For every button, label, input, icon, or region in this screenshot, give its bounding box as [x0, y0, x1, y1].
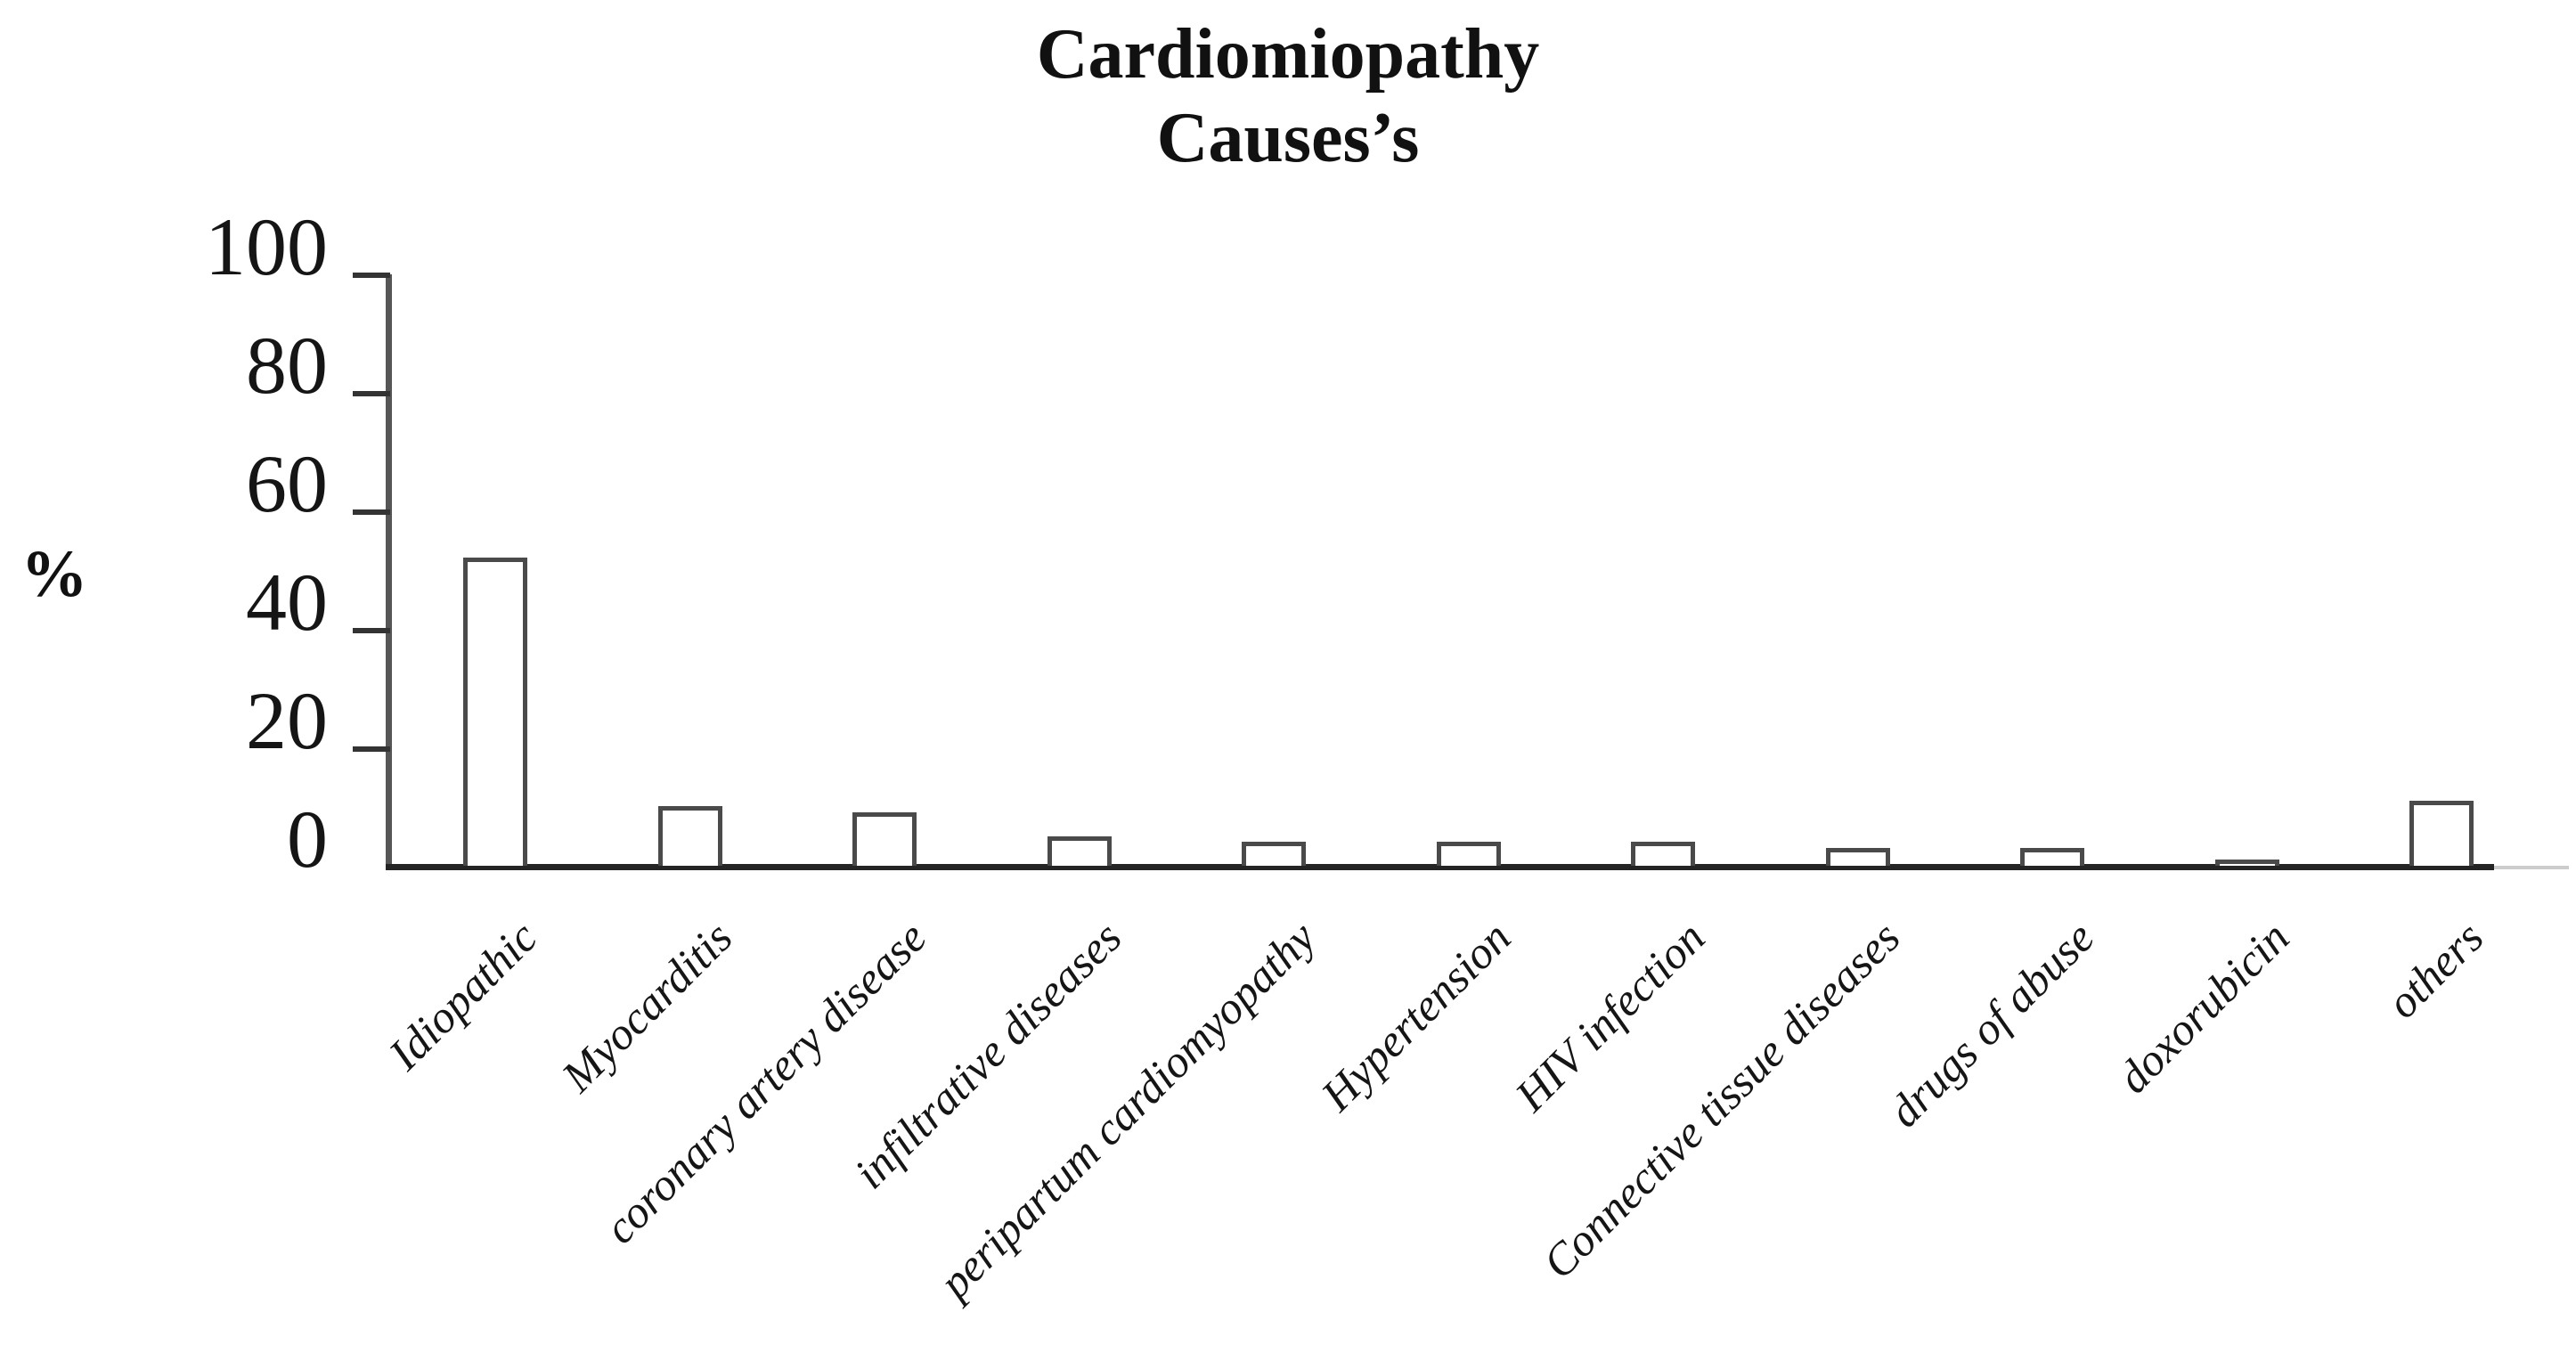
bar-connective-tissue-diseases — [1826, 848, 1890, 866]
x-category-label: Idiopathic — [379, 912, 548, 1080]
bar-coronary-artery-disease — [852, 812, 917, 866]
x-category-label: Myocarditis — [552, 912, 743, 1103]
y-tick-40 — [353, 628, 390, 633]
y-tick-label-0: 0 — [287, 794, 328, 884]
y-tick-label-80: 80 — [246, 320, 328, 411]
chart-title-line: Cardiomiopathy — [1036, 15, 1540, 94]
chart-title: Cardiomiopathy Causes’s — [0, 12, 2576, 180]
y-tick-60 — [353, 509, 390, 515]
y-tick-label-20: 20 — [246, 675, 328, 766]
bar-doxorubicin — [2215, 860, 2279, 866]
bar-infiltrative-diseases — [1048, 836, 1112, 866]
y-tick-100 — [353, 273, 390, 278]
chart-title-line: Causes’s — [1156, 99, 1420, 177]
bar-hiv-infection — [1631, 842, 1695, 866]
x-axis-line — [386, 864, 2494, 870]
bar-others — [2409, 801, 2474, 866]
y-axis-line — [386, 274, 392, 870]
y-tick-20 — [353, 746, 390, 752]
bar-myocarditis — [658, 806, 722, 866]
bar-drugs-of-abuse — [2020, 848, 2084, 866]
x-axis-line-faded-end — [2494, 866, 2569, 869]
y-tick-label-60: 60 — [246, 438, 328, 529]
y-tick-label-40: 40 — [246, 557, 328, 648]
y-axis-label: % — [20, 537, 88, 611]
y-tick-80 — [353, 391, 390, 396]
bar-hypertension — [1437, 842, 1501, 866]
bar-peripartum-cardiomyopathy — [1242, 842, 1306, 866]
bar-idiopathic — [463, 558, 527, 866]
y-tick-label-100: 100 — [205, 201, 328, 292]
